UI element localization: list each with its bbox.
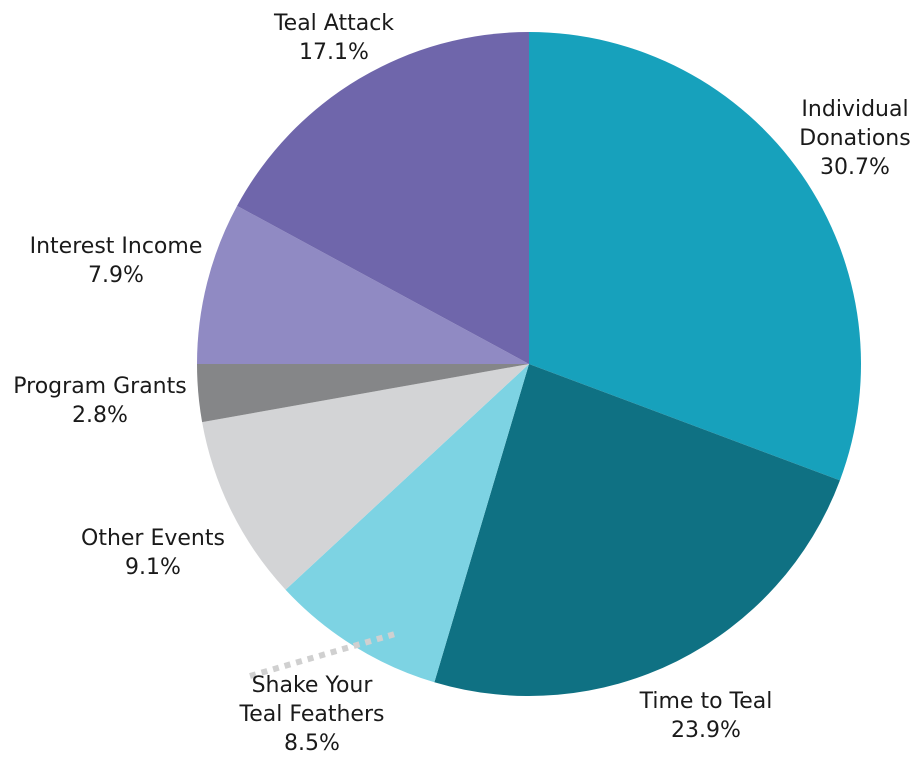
- slice-name-line: Interest Income: [30, 234, 203, 259]
- slice-name-line: Donations: [799, 126, 910, 151]
- slice-label-other-events: Other Events 9.1%: [81, 526, 225, 580]
- slice-time-to-teal: [434, 364, 840, 697]
- slice-shake-your-teal-feathers: [285, 364, 529, 683]
- slice-value-label: 23.9%: [671, 718, 741, 743]
- slice-label-shake-your-teal-feathers: Shake Your Teal Feathers 8.5%: [239, 673, 385, 756]
- slice-label-individual-donations: Individual Donations 30.7%: [799, 97, 910, 180]
- slice-program-grants: [196, 364, 529, 423]
- slice-value-label: 2.8%: [72, 403, 128, 428]
- leader-line: [249, 631, 396, 679]
- slice-label-time-to-teal: Time to Teal 23.9%: [639, 689, 773, 743]
- slice-interest-income: [197, 205, 529, 364]
- slice-label-interest-income: Interest Income 7.9%: [30, 234, 203, 288]
- slice-name-line: Other Events: [81, 526, 225, 551]
- slice-name-line: Shake Your: [252, 673, 374, 698]
- slice-value-label: 7.9%: [88, 263, 144, 288]
- slice-label-program-grants: Program Grants 2.8%: [13, 374, 186, 428]
- slice-other-events: [202, 364, 529, 590]
- slice-name-line: Program Grants: [13, 374, 186, 399]
- pie-slices: [196, 32, 861, 697]
- slice-value-label: 9.1%: [125, 555, 181, 580]
- slice-value-label: 17.1%: [299, 40, 369, 65]
- slice-teal-attack: [237, 32, 529, 364]
- slice-individual-donations: [529, 32, 861, 481]
- slice-name-line: Teal Feathers: [239, 702, 385, 727]
- slice-name-line: Individual: [801, 97, 908, 122]
- slice-value-label: 30.7%: [820, 155, 890, 180]
- pie-labels: Individual Donations 30.7% Time to Teal 23.9…: [13, 11, 910, 756]
- slice-label-teal-attack: Teal Attack 17.1%: [273, 11, 394, 65]
- slice-name-line: Time to Teal: [639, 689, 773, 714]
- slice-name-line: Teal Attack: [273, 11, 394, 36]
- slice-value-label: 8.5%: [284, 731, 340, 756]
